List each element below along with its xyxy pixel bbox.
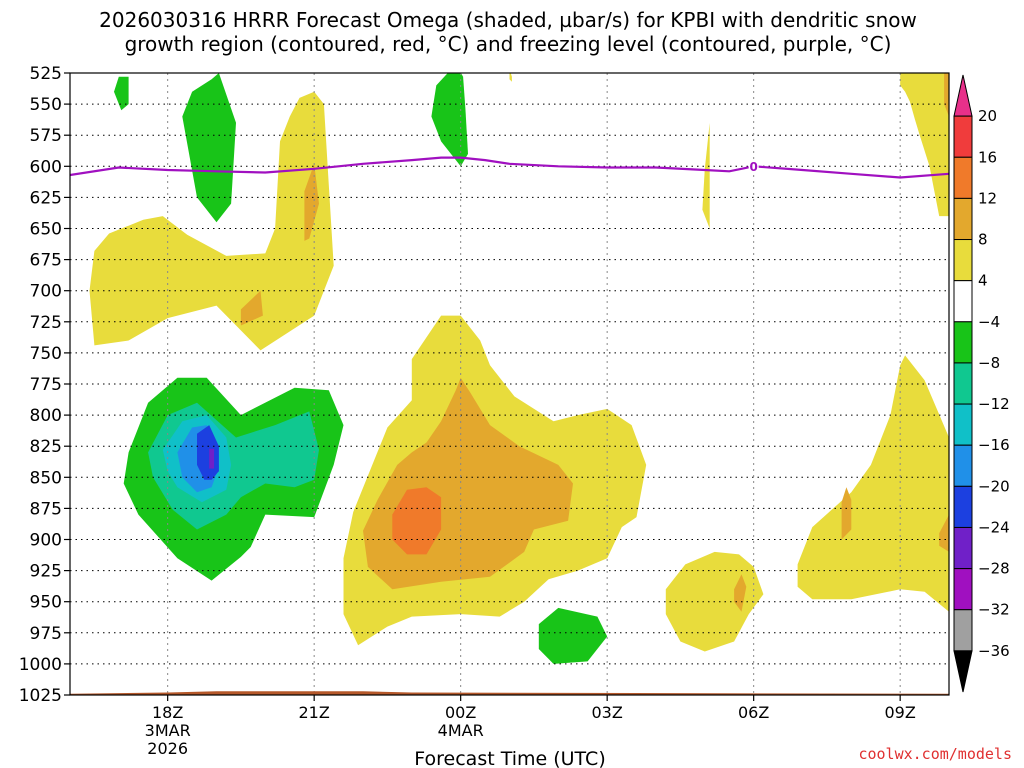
omega-region-0: [89, 91, 334, 351]
y-tick-label: 950: [30, 593, 62, 613]
x-tick-label: 3MAR: [145, 721, 191, 740]
y-tick-label: 550: [30, 95, 62, 115]
omega-region-13: [209, 448, 215, 469]
x-tick-label: 09Z: [885, 703, 916, 722]
y-tick-label: 575: [30, 126, 62, 146]
colorbar-label: 8: [978, 231, 988, 249]
x-tick-label: 18Z: [152, 703, 183, 722]
omega-region-2: [240, 290, 263, 326]
omega-shading: [89, 73, 949, 664]
colorbar-label: −20: [978, 477, 1010, 495]
omega-region-5: [431, 73, 468, 167]
colorbar-label: −8: [978, 354, 1000, 372]
colorbar-label: 20: [978, 107, 997, 125]
colorbar-swatch: [953, 156, 973, 199]
colorbar-label: 16: [978, 148, 997, 166]
omega-region-6: [509, 73, 512, 82]
y-tick-label: 675: [30, 251, 62, 271]
y-tick-label: 750: [30, 344, 62, 364]
colorbar-label: 12: [978, 189, 997, 207]
colorbar-label: −36: [978, 642, 1010, 660]
colorbar-swatch: [953, 568, 973, 611]
freezing-label-bg: [748, 159, 759, 173]
colorbar-label: −32: [978, 601, 1010, 619]
colorbar-swatch: [953, 197, 973, 241]
omega-region-7: [702, 122, 710, 229]
chart-title-line-1: 2026030316 HRRR Forecast Omega (shaded, …: [99, 8, 917, 32]
y-tick-label: 625: [30, 188, 62, 208]
y-tick-label: 925: [30, 562, 62, 582]
y-tick-label: 900: [30, 531, 62, 551]
colorbar-swatch: [953, 403, 973, 446]
y-tick-label: 1025: [19, 686, 62, 706]
y-tick-label: 1000: [19, 655, 62, 675]
colorbar-swatch: [953, 485, 973, 528]
colorbar-label: −12: [978, 395, 1010, 413]
colorbar-label: −16: [978, 436, 1010, 454]
terrain-fill: [70, 691, 949, 695]
colorbar-swatch: [953, 526, 973, 570]
omega-region-22: [939, 514, 949, 552]
x-tick-label: 06Z: [738, 703, 769, 722]
plot-area: 0 525 550 575 600 625 650 675 700 725 750 775 800 82…: [19, 64, 950, 758]
freezing-level-contour: 0: [70, 156, 949, 179]
omega-region-3: [114, 76, 129, 111]
freezing-level-label: 0: [749, 160, 757, 174]
colorbar-swatch: [953, 74, 973, 117]
y-axis-ticks: 525 550 575 600 625 650 675 700 725 750 775 800 825 8…: [19, 64, 70, 706]
omega-region-20: [797, 355, 949, 612]
y-tick-label: 525: [30, 64, 62, 84]
x-tick-label: 2026: [147, 739, 188, 758]
colorbar-swatch: [953, 280, 973, 323]
colorbar-swatch: [953, 115, 973, 158]
x-tick-label: 00Z: [445, 703, 476, 722]
y-tick-label: 775: [30, 375, 62, 395]
x-tick-label: 21Z: [299, 703, 330, 722]
colorbar-swatch: [953, 362, 973, 405]
omega-region-17: [538, 607, 608, 664]
omega-region-23: [900, 73, 949, 217]
colorbar-label: −4: [978, 313, 1000, 331]
omega-region-16: [392, 487, 442, 555]
colorbar-swatch: [953, 609, 973, 652]
y-tick-label: 850: [30, 468, 62, 488]
colorbar-label: −24: [978, 518, 1010, 536]
y-tick-label: 600: [30, 157, 62, 177]
y-tick-label: 700: [30, 282, 62, 302]
omega-region-24: [944, 73, 949, 117]
y-tick-label: 725: [30, 313, 62, 333]
omega-region-19: [734, 574, 747, 612]
x-tick-label: 4MAR: [438, 721, 484, 740]
x-axis-label: Forecast Time (UTC): [414, 748, 605, 768]
y-tick-label: 825: [30, 437, 62, 457]
terrain-band: [70, 691, 949, 695]
colorbar-label: 4: [978, 272, 988, 290]
x-tick-label: 03Z: [592, 703, 623, 722]
colorbar-swatch: [953, 444, 973, 487]
gridlines: [70, 73, 949, 695]
omega-region-1: [304, 163, 319, 241]
y-tick-label: 800: [30, 406, 62, 426]
y-tick-label: 875: [30, 499, 62, 519]
colorbar-label: −28: [978, 560, 1010, 578]
omega-region-4: [182, 73, 236, 223]
chart-title-line-2: growth region (contoured, red, °C) and f…: [125, 32, 892, 56]
omega-region-21: [841, 487, 852, 540]
colorbar-swatch: [953, 650, 973, 693]
colorbar-swatch: [953, 321, 973, 364]
y-tick-label: 650: [30, 220, 62, 240]
colorbar-swatch: [953, 239, 973, 282]
freezing-level-line: [70, 156, 949, 179]
colorbar: 20 16 12 8 4 −4 −8 −12 −16 −20 −24 −28 −32 −36: [953, 74, 1010, 693]
site-credit: coolwx.com/models: [858, 745, 1012, 763]
y-tick-label: 975: [30, 624, 62, 644]
